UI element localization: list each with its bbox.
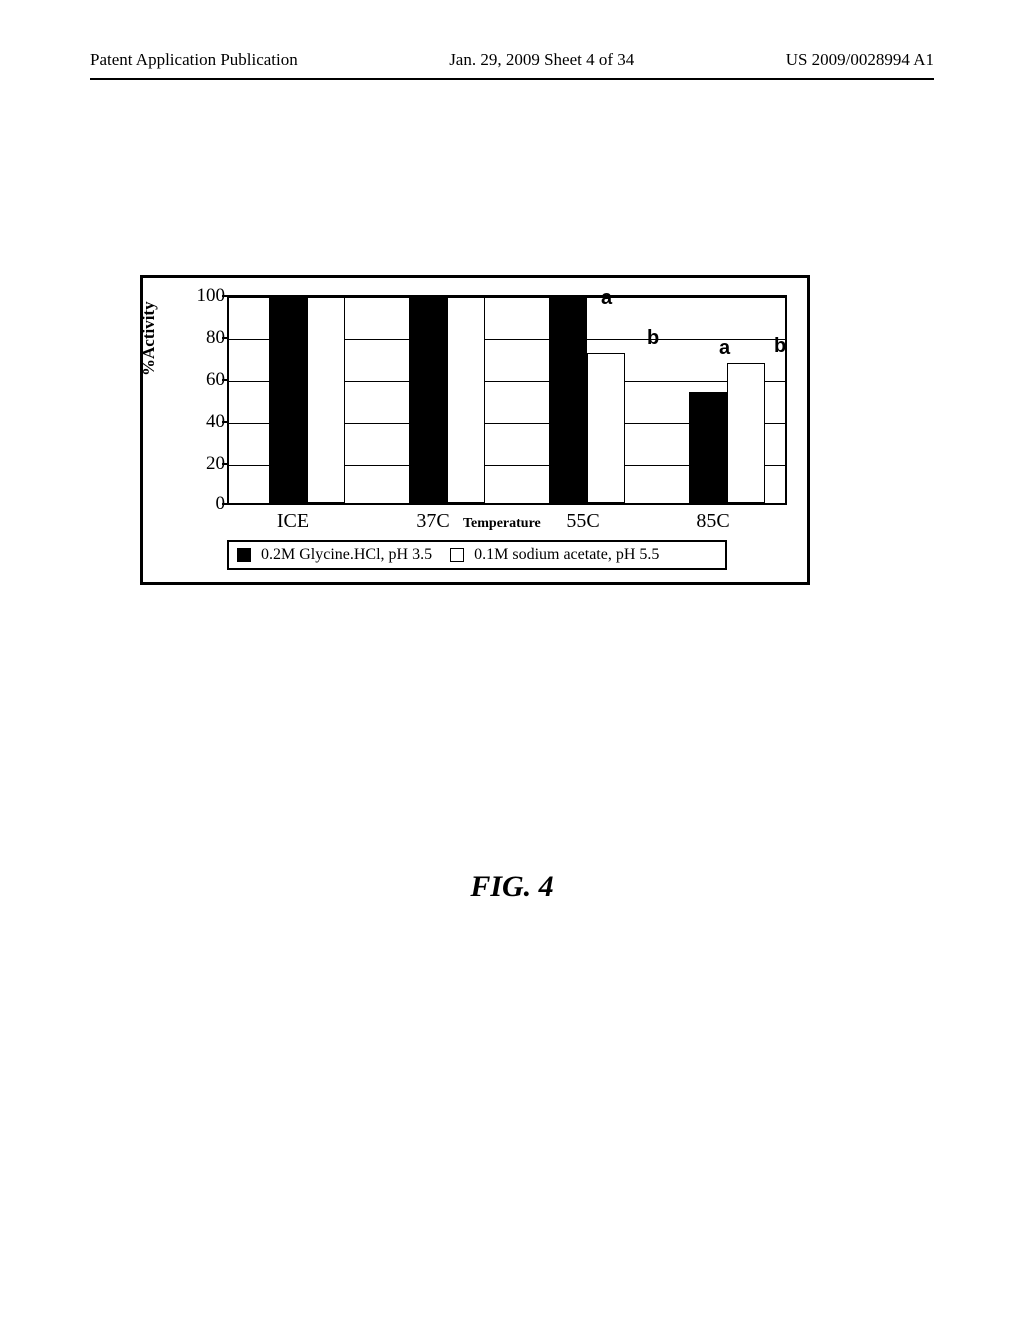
bar-55c-b	[587, 353, 625, 503]
header-right: US 2009/0028994 A1	[786, 50, 934, 70]
y-tick-80: 80	[171, 327, 225, 349]
legend-swatch-black	[237, 548, 251, 562]
header-rule	[90, 78, 934, 80]
y-tick-60: 60	[171, 369, 225, 391]
chart-container: %Activity 0 20 40 60 80 100 a b a b ICE	[140, 275, 810, 585]
y-tick-0: 0	[171, 493, 225, 515]
bar-85c-b	[727, 363, 765, 503]
y-tick-20: 20	[171, 453, 225, 475]
annot-b-55c: b	[647, 327, 659, 350]
annot-a-55c: a	[601, 287, 612, 310]
plot-area: a b a b	[227, 295, 787, 505]
y-tick-100: 100	[171, 285, 225, 307]
bar-37c-b	[447, 297, 485, 503]
header-center: Jan. 29, 2009 Sheet 4 of 34	[449, 50, 634, 70]
annot-a-85c: a	[719, 337, 730, 360]
x-cat-55c: 55C	[543, 510, 623, 533]
legend: 0.2M Glycine.HCl, pH 3.5 0.1M sodium ace…	[227, 540, 727, 570]
x-cat-85c: 85C	[673, 510, 753, 533]
legend-label-a: 0.2M Glycine.HCl, pH 3.5	[261, 546, 432, 564]
y-tick-40: 40	[171, 411, 225, 433]
header-left: Patent Application Publication	[90, 50, 298, 70]
legend-swatch-white	[450, 548, 464, 562]
bar-37c-a	[409, 297, 447, 503]
bar-85c-a	[689, 392, 727, 503]
page-header: Patent Application Publication Jan. 29, …	[0, 0, 1024, 78]
figure-caption: FIG. 4	[0, 870, 1024, 904]
annot-b-85c: b	[774, 335, 786, 358]
y-axis-label: %Activity	[139, 301, 159, 376]
bar-55c-a	[549, 297, 587, 503]
legend-label-b: 0.1M sodium acetate, pH 5.5	[474, 546, 659, 564]
x-cat-ice: ICE	[253, 510, 333, 533]
bar-ice-b	[307, 297, 345, 503]
bar-ice-a	[269, 297, 307, 503]
x-axis-title: Temperature	[463, 516, 541, 532]
x-cat-37c: 37C	[393, 510, 473, 533]
